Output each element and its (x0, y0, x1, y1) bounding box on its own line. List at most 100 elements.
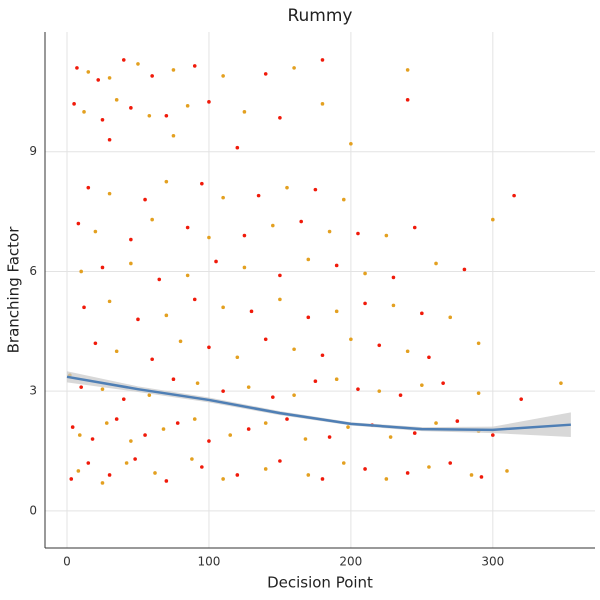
point (320, 58, 325, 62)
point (221, 74, 225, 78)
point (107, 191, 112, 196)
point (93, 341, 98, 346)
point (341, 461, 346, 465)
point (349, 141, 353, 146)
point (86, 70, 91, 74)
point (185, 225, 190, 230)
point (114, 98, 119, 102)
point (384, 233, 389, 238)
grid (45, 32, 595, 548)
point (246, 385, 251, 389)
point (462, 267, 467, 272)
point (221, 389, 225, 393)
point (420, 311, 424, 316)
point (93, 229, 98, 234)
point (377, 389, 382, 393)
point (278, 459, 282, 463)
point (82, 110, 86, 114)
point (334, 377, 339, 381)
point (263, 337, 268, 342)
point (76, 469, 81, 473)
point (303, 437, 308, 441)
point (171, 133, 176, 138)
point (242, 265, 247, 270)
point (192, 417, 197, 421)
point (306, 473, 311, 477)
point (505, 469, 509, 473)
point (441, 381, 445, 385)
point (235, 473, 240, 477)
point (147, 114, 152, 118)
point (263, 467, 268, 471)
point (100, 117, 105, 122)
point (164, 114, 169, 118)
point (320, 102, 325, 106)
point (150, 217, 154, 222)
point (356, 387, 360, 391)
point (228, 433, 233, 437)
point (455, 419, 460, 423)
point (278, 273, 282, 278)
point (434, 421, 438, 425)
point (341, 197, 346, 202)
point (195, 381, 200, 385)
point (405, 68, 410, 72)
x-tick-label: 200 (339, 555, 362, 569)
y-tick-label: 9 (29, 144, 37, 158)
point (107, 299, 112, 304)
point (320, 477, 325, 481)
confidence-band (67, 371, 571, 438)
point (129, 261, 133, 266)
smooth-line (66, 375, 571, 432)
point (164, 313, 169, 318)
point (69, 477, 74, 481)
point (512, 193, 516, 198)
point (448, 315, 453, 320)
point (107, 473, 112, 477)
point (271, 395, 275, 399)
point (491, 217, 495, 222)
point (235, 145, 240, 150)
plot-area (66, 58, 571, 485)
point (185, 273, 190, 278)
point (100, 387, 105, 391)
point (405, 98, 410, 102)
point (221, 305, 225, 310)
point (190, 457, 194, 461)
point (246, 427, 251, 431)
point (121, 397, 126, 401)
point (346, 425, 350, 429)
point (192, 297, 197, 302)
point (77, 433, 82, 437)
point (363, 271, 367, 276)
point (171, 377, 176, 381)
point (86, 461, 91, 465)
point (412, 225, 417, 230)
point (192, 64, 197, 68)
point (249, 309, 254, 314)
y-tick-label: 3 (29, 384, 37, 398)
point (327, 435, 332, 439)
point (136, 62, 140, 66)
point (90, 437, 95, 441)
point (150, 74, 154, 78)
point (129, 106, 133, 110)
x-tick-label: 0 (63, 555, 71, 569)
point (292, 347, 296, 352)
point (175, 421, 180, 425)
point (519, 397, 523, 401)
point (427, 355, 431, 360)
point (363, 301, 367, 306)
point (334, 309, 339, 314)
point (207, 439, 211, 443)
point (242, 233, 247, 238)
point (469, 473, 474, 477)
point (285, 417, 289, 421)
point (559, 381, 563, 385)
point (157, 277, 162, 282)
point (104, 421, 109, 425)
point (143, 433, 147, 437)
point (147, 393, 152, 397)
point (75, 66, 79, 70)
point (377, 343, 382, 348)
